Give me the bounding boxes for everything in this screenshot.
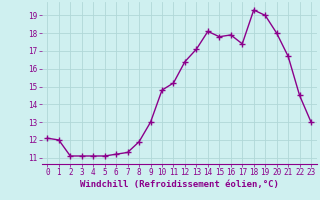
X-axis label: Windchill (Refroidissement éolien,°C): Windchill (Refroidissement éolien,°C)	[80, 180, 279, 189]
